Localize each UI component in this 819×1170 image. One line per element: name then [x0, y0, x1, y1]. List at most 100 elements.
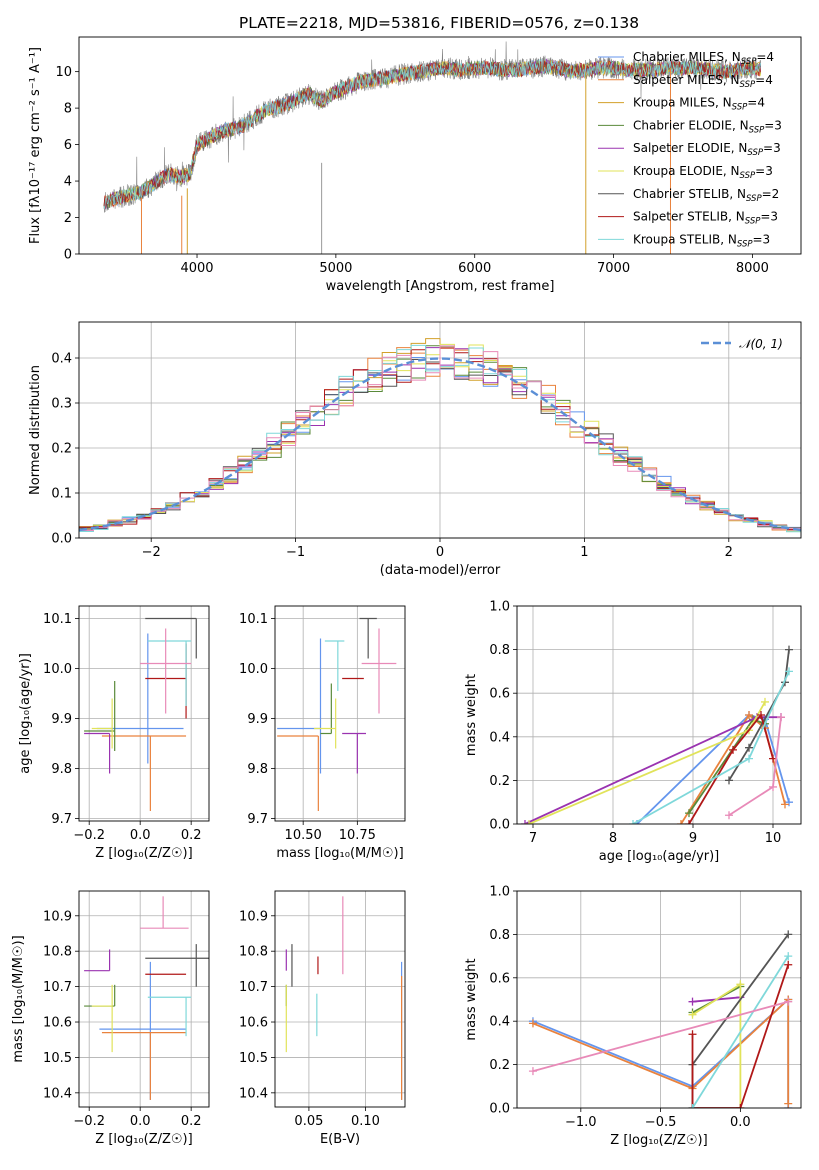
weight-series	[528, 997, 793, 1076]
x-tick-label: 0.2	[181, 828, 202, 843]
y-tick-label: 0	[64, 248, 72, 263]
x-axis-label: wavelength [Angstrom, rest frame]	[326, 279, 555, 294]
x-axis-label: mass [log₁₀(M/M☉)]	[276, 846, 403, 861]
weight-marker	[777, 713, 785, 722]
errorbar-point	[84, 949, 111, 972]
residual-histogram	[79, 345, 801, 531]
normal-curve	[79, 357, 801, 532]
y-tick-label: 10.5	[239, 1051, 268, 1066]
y-axis-label: mass weight	[464, 674, 479, 756]
y-tick-label: 6	[64, 138, 72, 153]
weight-marker	[677, 820, 685, 824]
x-tick-label: 10.50	[285, 828, 322, 843]
age-vs-mass-panel: 10.50 10.75 9.7 9.8 9.9 10.0 10.1 mass [log₁₀(M…	[239, 605, 406, 861]
x-axis-label: (data-model)/error	[380, 563, 501, 578]
y-tick-label: 10.8	[43, 945, 72, 960]
errorbar-point	[361, 628, 397, 714]
weight-series	[725, 713, 785, 820]
model-spectrum-line	[103, 58, 761, 209]
legend-label: Chabrier MILES, NSSP=4	[633, 50, 774, 67]
errorbar-point	[84, 984, 116, 1007]
axes-frame	[78, 605, 210, 822]
mass-vs-ebv-panel: 0.05 0.10 10.4 10.5 10.6 10.7 10.8 10.9 E(B-V)	[239, 890, 406, 1147]
weight-line	[632, 671, 790, 824]
weight-marker	[757, 711, 765, 719]
weight-marker	[525, 820, 533, 824]
weight-marker	[785, 667, 793, 676]
x-tick-label: −1	[286, 545, 305, 560]
y-tick-label: 0.4	[489, 730, 510, 745]
y-tick-label: 0.2	[489, 774, 510, 789]
errorbar-point	[91, 984, 113, 1053]
weight-marker	[528, 1067, 537, 1076]
y-tick-label: 0.0	[489, 1102, 510, 1117]
weight-marker	[685, 820, 693, 824]
y-tick-label: 9.8	[51, 762, 72, 777]
y-tick-label: 0.0	[489, 818, 510, 833]
x-tick-label: −0.2	[73, 1114, 105, 1129]
y-tick-label: 0.4	[489, 1015, 510, 1030]
y-tick-label: 10.1	[43, 612, 72, 627]
weight-line	[692, 982, 742, 1108]
errorbar-point	[277, 638, 322, 774]
axes-frame	[516, 605, 802, 825]
errorbar-point	[84, 732, 111, 774]
y-tick-label: 10.7	[239, 980, 268, 995]
errorbar-point	[91, 698, 113, 749]
x-tick-label: −0.5	[645, 1115, 677, 1130]
weight-marker	[784, 952, 793, 961]
x-tick-label: 7	[529, 831, 537, 846]
residuals-panel: −2 −1 0 1 2 0.0 0.1 0.2 0.3 0.4 (data-model)/error…	[28, 321, 802, 578]
plot-area	[84, 896, 209, 1100]
x-tick-label: 0.0	[130, 828, 151, 843]
y-tick-label: 0.8	[489, 643, 510, 658]
legend-label: Kroupa STELIB, NSSP=3	[633, 232, 770, 249]
axes-frame	[516, 890, 802, 1109]
weight-marker	[769, 782, 777, 791]
y-tick-label: 9.7	[51, 812, 72, 827]
legend-label: Salpeter STELIB, NSSP=3	[633, 210, 778, 227]
y-tick-label: 10.9	[43, 909, 72, 924]
x-tick-label: 0	[436, 545, 444, 560]
weight-marker	[725, 776, 733, 785]
y-axis-label: Flux [fλ10⁻¹⁷ erg cm⁻² s⁻¹ A⁻¹]	[28, 47, 43, 244]
weight-line	[688, 713, 774, 824]
x-tick-label: 8000	[736, 261, 769, 276]
y-tick-label: 0.4	[51, 352, 72, 367]
weight-marker	[745, 711, 753, 719]
errorbar-point	[101, 1032, 187, 1100]
spectrum-title: PLATE=2218, MJD=53816, FIBERID=0576, z=0…	[239, 14, 639, 32]
weight-marker	[528, 1019, 537, 1028]
plot-area	[84, 617, 197, 811]
weight-marker	[784, 997, 793, 1006]
x-tick-label: 10.75	[339, 828, 376, 843]
weight-series	[688, 952, 793, 1108]
legend-label: 𝒩(0, 1)	[739, 337, 783, 351]
weight-line	[691, 964, 790, 1108]
plot-area	[521, 645, 793, 824]
y-tick-label: 9.9	[51, 712, 72, 727]
weight-marker	[521, 820, 529, 824]
weight-marker	[745, 754, 753, 763]
weight-marker	[729, 745, 737, 754]
x-tick-label: 0.2	[181, 1114, 202, 1129]
x-tick-label: 5000	[319, 261, 352, 276]
x-tick-label: −0.2	[73, 828, 105, 843]
legend-label: Salpeter ELODIE, NSSP=3	[633, 141, 781, 158]
legend-label: Kroupa MILES, NSSP=4	[633, 96, 765, 113]
weight-line	[691, 955, 789, 1108]
weight-marker	[688, 1010, 697, 1019]
y-tick-label: 10.0	[43, 662, 72, 677]
axes-frame	[78, 36, 802, 255]
y-tick-label: 0.2	[51, 442, 72, 457]
x-axis-label: age [log₁₀(age/yr)]	[599, 849, 720, 864]
errorbar-point	[84, 681, 116, 751]
axes-frame	[274, 890, 406, 1108]
errorbar-point	[140, 896, 189, 929]
errorbar-point	[147, 996, 192, 1037]
axes-frame	[78, 890, 210, 1108]
weight-series	[629, 667, 793, 824]
errorbar-point	[140, 628, 192, 714]
y-tick-label: 10	[55, 65, 72, 80]
